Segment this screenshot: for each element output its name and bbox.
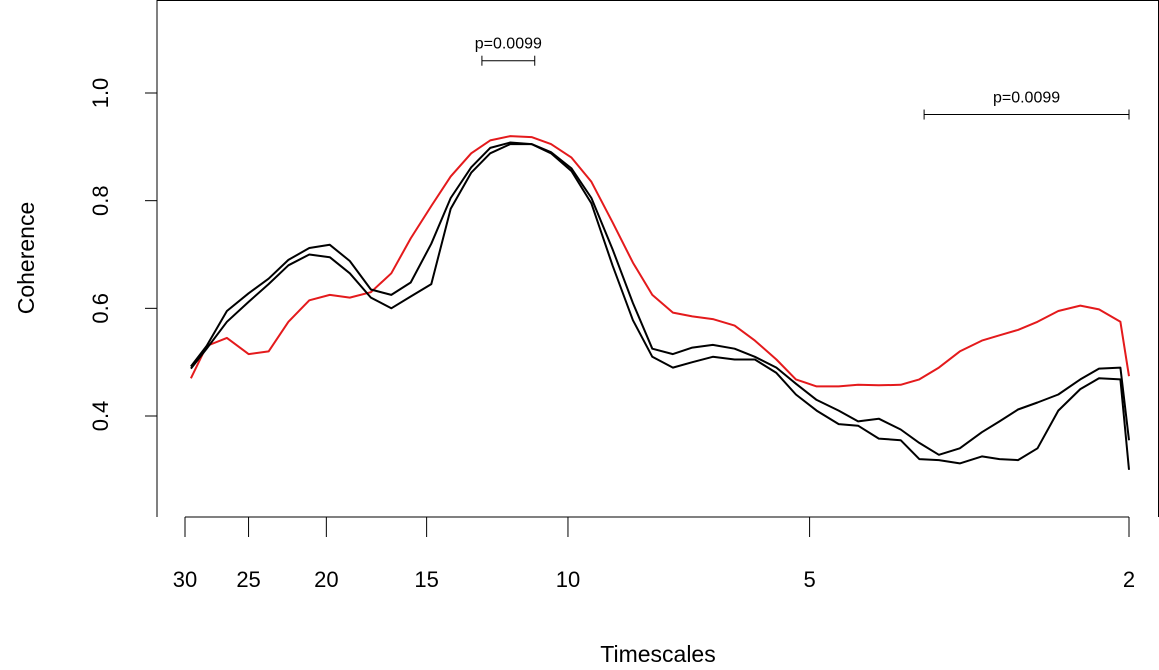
p-value-label: p=0.0099 (475, 36, 542, 53)
series-line-2 (190, 141, 1130, 456)
series-line-3 (190, 143, 1130, 470)
plot-border (156, 0, 1159, 517)
series-line-1 (190, 135, 1130, 388)
x-axis: 30 25 20 15 10 5 2 (173, 516, 1135, 592)
x-tick-label: 2 (1123, 567, 1135, 592)
annotation-layer: p=0.0099 p=0.0099 (475, 36, 1130, 120)
x-tick-label: 20 (314, 567, 338, 592)
series-layer (190, 135, 1130, 470)
x-tick-label: 25 (236, 567, 260, 592)
y-tick-label: 1.0 (88, 78, 113, 109)
x-tick-label: 30 (173, 567, 197, 592)
y-axis-title: Coherence (13, 202, 39, 315)
y-tick-label: 0.6 (88, 293, 113, 324)
y-tick-label: 0.4 (88, 401, 113, 432)
y-tick-label: 0.8 (88, 185, 113, 216)
p-value-label: p=0.0099 (993, 90, 1060, 107)
y-axis: 0.4 0.6 0.8 1.0 (88, 78, 158, 432)
x-tick-label: 5 (803, 567, 815, 592)
x-axis-title: Timescales (600, 641, 715, 667)
x-tick-label: 10 (556, 567, 580, 592)
significance-bracket-2: p=0.0099 (923, 90, 1130, 120)
x-tick-label: 15 (414, 567, 438, 592)
plot-frame (156, 0, 1159, 517)
significance-bracket-1: p=0.0099 (475, 36, 542, 66)
